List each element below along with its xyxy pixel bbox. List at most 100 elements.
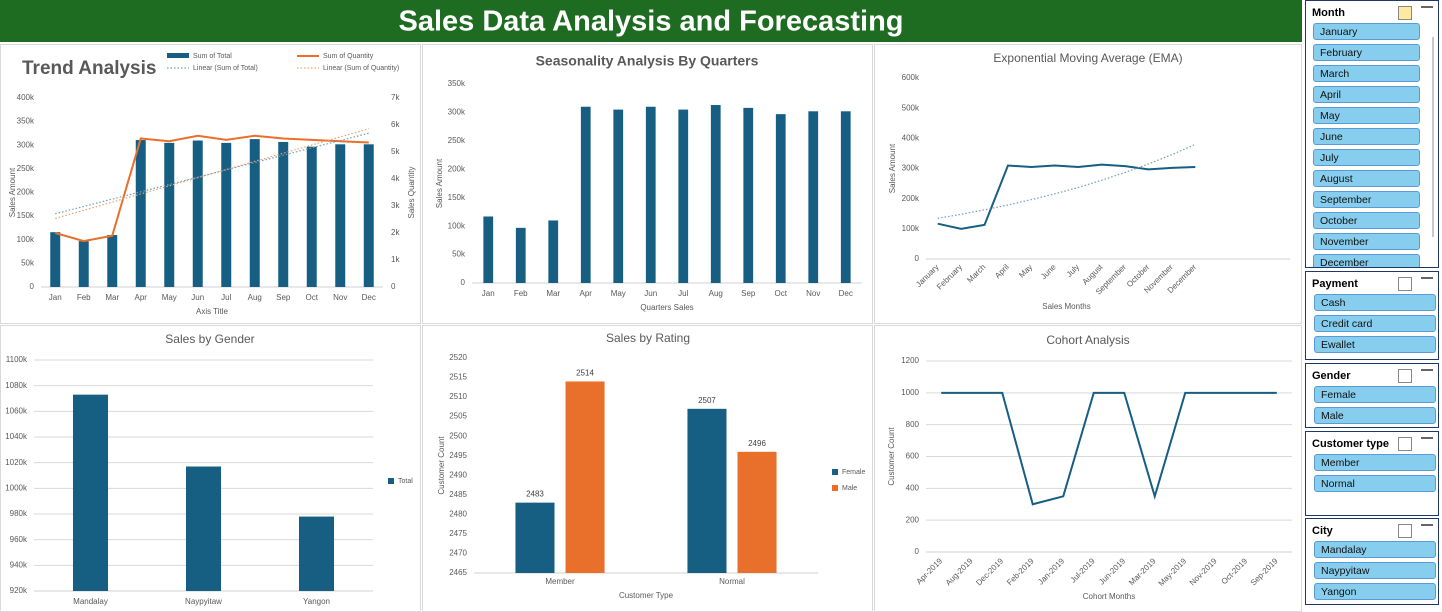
slicer-item[interactable]: January <box>1313 23 1420 40</box>
y-tick-label: 400 <box>906 483 920 492</box>
slicer-item[interactable]: June <box>1313 128 1420 145</box>
clear-filter-icon[interactable] <box>1421 277 1433 287</box>
chart-title: Cohort Analysis <box>1046 333 1129 347</box>
x-tick-label: Sep <box>276 293 291 302</box>
legend-swatch <box>832 485 838 491</box>
bar <box>775 114 786 284</box>
y-tick-label: 940k <box>10 560 28 569</box>
y-tick-label: 600k <box>902 73 920 82</box>
bar <box>363 144 374 287</box>
multi-select-icon[interactable] <box>1398 6 1412 20</box>
x-tick-label: May <box>611 289 626 298</box>
x-axis-label: Cohort Months <box>1083 592 1135 601</box>
slicer-item[interactable]: Mandalay <box>1314 541 1436 558</box>
y-tick-label: 2490 <box>449 470 467 479</box>
y-tick-label: 600 <box>906 452 920 461</box>
y-tick-label: 350k <box>448 79 466 88</box>
bar <box>72 394 109 591</box>
y-tick-label: 920k <box>10 586 28 595</box>
slicer-item[interactable]: Female <box>1314 386 1436 403</box>
y-tick-label: 4k <box>391 174 400 183</box>
legend-swatch <box>388 478 394 484</box>
bar <box>107 235 118 287</box>
y-tick-label: 50k <box>21 258 35 267</box>
multi-select-icon[interactable] <box>1398 437 1412 451</box>
legend-label: Female <box>842 469 865 476</box>
slicer-title: Month <box>1312 7 1345 19</box>
slicer-item[interactable]: November <box>1313 233 1420 250</box>
clear-filter-icon[interactable] <box>1421 437 1433 447</box>
bar <box>192 140 203 287</box>
y-tick-label: 100k <box>17 235 35 244</box>
bar <box>249 139 260 287</box>
y-tick-label: 2480 <box>449 509 467 518</box>
bar <box>164 142 175 287</box>
y-tick-label: 300k <box>902 164 920 173</box>
header-title: Sales Data Analysis and Forecasting <box>398 6 903 38</box>
multi-select-icon[interactable] <box>1398 277 1412 291</box>
data-label: 2496 <box>748 439 766 448</box>
chart-title: Trend Analysis <box>22 58 156 79</box>
y-tick-label: 7k <box>391 93 400 102</box>
slicer-item[interactable]: September <box>1313 191 1420 208</box>
y-tick-label: 2k <box>391 228 400 237</box>
x-tick-label: Member <box>545 577 575 586</box>
bar <box>221 142 232 287</box>
clear-filter-icon[interactable] <box>1421 524 1433 534</box>
bar <box>515 502 555 573</box>
slicer-item[interactable]: May <box>1313 107 1420 124</box>
y-tick-label: 960k <box>10 535 28 544</box>
slicer-title: Customer type <box>1312 438 1390 450</box>
bar <box>710 105 721 283</box>
clear-filter-icon[interactable] <box>1421 6 1433 16</box>
y-tick-label: 1k <box>391 255 400 264</box>
slicer-item[interactable]: Ewallet <box>1314 336 1436 353</box>
bar <box>645 106 656 283</box>
y-tick-label: 800 <box>906 420 920 429</box>
legend-label: Sum of Total <box>193 53 232 60</box>
legend-swatch <box>832 469 838 475</box>
multi-select-icon[interactable] <box>1398 369 1412 383</box>
slicer-item[interactable]: October <box>1313 212 1420 229</box>
slicer-item[interactable]: December <box>1313 254 1420 267</box>
y-tick-label: 2475 <box>449 529 467 538</box>
y-tick-label: 200k <box>902 194 920 203</box>
slicer-item[interactable]: Member <box>1314 454 1436 471</box>
x-tick-label: Oct-2019 <box>1220 556 1250 586</box>
y-tick-label: 1040k <box>5 432 28 441</box>
slicer-item[interactable]: April <box>1313 86 1420 103</box>
multi-select-icon[interactable] <box>1398 524 1412 538</box>
y2-axis-label: Sales Quantity <box>407 166 416 218</box>
slicer-title: City <box>1312 525 1333 537</box>
slicer-item[interactable]: March <box>1313 65 1420 82</box>
slicer-item[interactable]: Naypyitaw <box>1314 562 1436 579</box>
y-tick-label: 200k <box>17 188 35 197</box>
slicer-item[interactable]: Cash <box>1314 294 1436 311</box>
y-tick-label: 1000 <box>901 388 919 397</box>
y-tick-label: 2465 <box>449 568 467 577</box>
slicer-item[interactable]: Yangon <box>1314 583 1436 600</box>
slicer-item[interactable]: February <box>1313 44 1420 61</box>
slicer: Payment Cash Credit card Ewallet <box>1305 271 1439 360</box>
slicer-item[interactable]: Normal <box>1314 475 1436 492</box>
x-tick-label: Dec-2019 <box>974 556 1005 587</box>
bar <box>298 516 335 591</box>
panel-borders <box>0 44 1302 612</box>
y-axis-label: Sales Amount <box>435 158 444 208</box>
data-label: 2514 <box>576 369 594 378</box>
slicer-item[interactable]: Credit card <box>1314 315 1436 332</box>
y-tick-label: 6k <box>391 120 400 129</box>
slicer-item[interactable]: July <box>1313 149 1420 166</box>
clear-filter-icon[interactable] <box>1421 369 1433 379</box>
legend-swatch <box>167 53 189 58</box>
x-tick-label: Aug <box>248 293 262 302</box>
y-tick-label: 1020k <box>5 458 28 467</box>
x-tick-label: March <box>965 263 987 285</box>
chart-title: Sales by Rating <box>606 331 690 345</box>
slicer-item[interactable]: Male <box>1314 407 1436 424</box>
x-tick-label: Feb <box>77 293 91 302</box>
y-tick-label: 0 <box>391 282 396 291</box>
slicer-item[interactable]: August <box>1313 170 1420 187</box>
bar <box>306 146 317 287</box>
y-tick-label: 400k <box>902 133 920 142</box>
